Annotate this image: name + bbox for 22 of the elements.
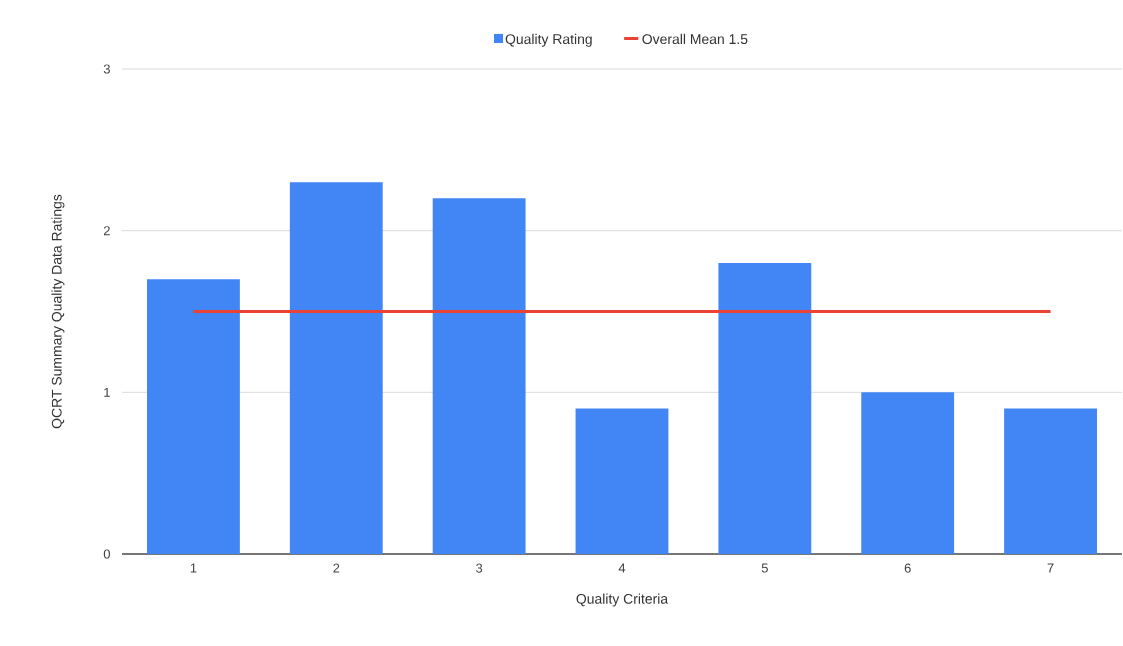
x-tick-label: 5 [761,563,768,573]
x-tick-label: 7 [1047,563,1054,573]
bar [861,392,955,554]
x-tick-label: 6 [904,563,911,573]
bar [147,279,240,554]
y-tick-label: 0 [103,549,110,559]
y-tick-label: 3 [103,64,110,74]
y-tick-label: 1 [104,387,110,397]
x-axis-title: Quality Criteria [576,593,669,607]
x-tick-label: 4 [618,563,626,573]
bar [718,263,812,554]
bar [575,408,669,554]
x-tick-label: 1 [190,563,197,573]
legend-label: Overall Mean 1.5 [642,33,748,45]
y-axis-title: QCRT Summary Quality Data Ratings [51,194,65,429]
legend-label: Quality Rating [505,33,592,47]
bar [1004,408,1097,554]
x-tick-label: 2 [333,563,340,573]
y-tick-label: 2 [103,226,110,236]
bar [289,182,383,554]
bar [432,198,526,554]
x-tick-label: 3 [476,563,483,573]
